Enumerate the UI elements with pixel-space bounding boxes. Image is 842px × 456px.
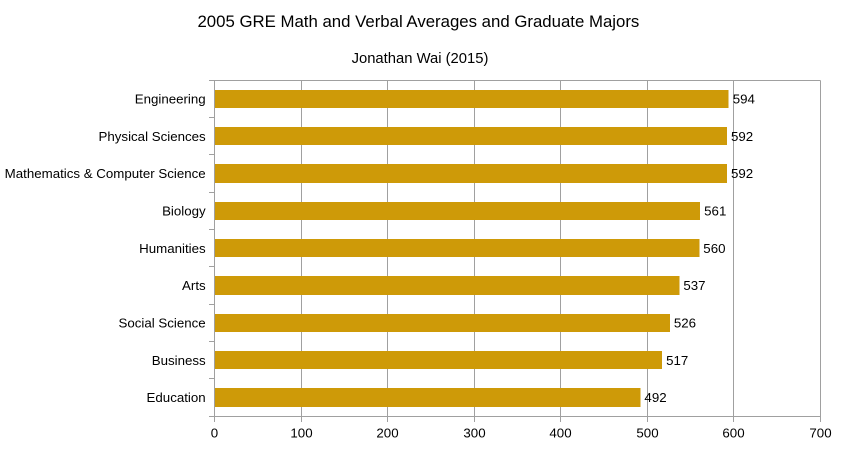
svg-text:492: 492: [644, 390, 666, 405]
svg-text:561: 561: [704, 203, 726, 218]
svg-text:560: 560: [703, 241, 725, 256]
svg-text:Physical Sciences: Physical Sciences: [99, 129, 207, 144]
svg-text:592: 592: [731, 166, 753, 181]
svg-text:Arts: Arts: [182, 278, 206, 293]
svg-text:Mathematics & Computer Science: Mathematics & Computer Science: [5, 166, 206, 181]
svg-text:500: 500: [636, 426, 658, 441]
svg-text:Engineering: Engineering: [135, 91, 206, 106]
svg-text:592: 592: [731, 129, 753, 144]
svg-text:Business: Business: [152, 353, 206, 368]
svg-text:Humanities: Humanities: [139, 241, 206, 256]
svg-text:526: 526: [674, 315, 696, 330]
svg-text:300: 300: [463, 426, 485, 441]
svg-text:Social Science: Social Science: [118, 315, 205, 330]
svg-text:200: 200: [376, 426, 398, 441]
svg-text:Jonathan Wai (2015): Jonathan Wai (2015): [352, 51, 489, 67]
svg-text:700: 700: [809, 426, 831, 441]
svg-text:594: 594: [733, 91, 755, 106]
svg-text:517: 517: [666, 353, 688, 368]
svg-text:537: 537: [683, 278, 705, 293]
svg-text:Education: Education: [147, 390, 206, 405]
svg-text:0: 0: [211, 426, 218, 441]
svg-text:600: 600: [722, 426, 744, 441]
svg-text:100: 100: [290, 426, 312, 441]
svg-text:2005 GRE Math and Verbal Avera: 2005 GRE Math and Verbal Averages and Gr…: [197, 12, 639, 31]
svg-text:400: 400: [549, 426, 571, 441]
svg-text:Biology: Biology: [162, 203, 206, 218]
